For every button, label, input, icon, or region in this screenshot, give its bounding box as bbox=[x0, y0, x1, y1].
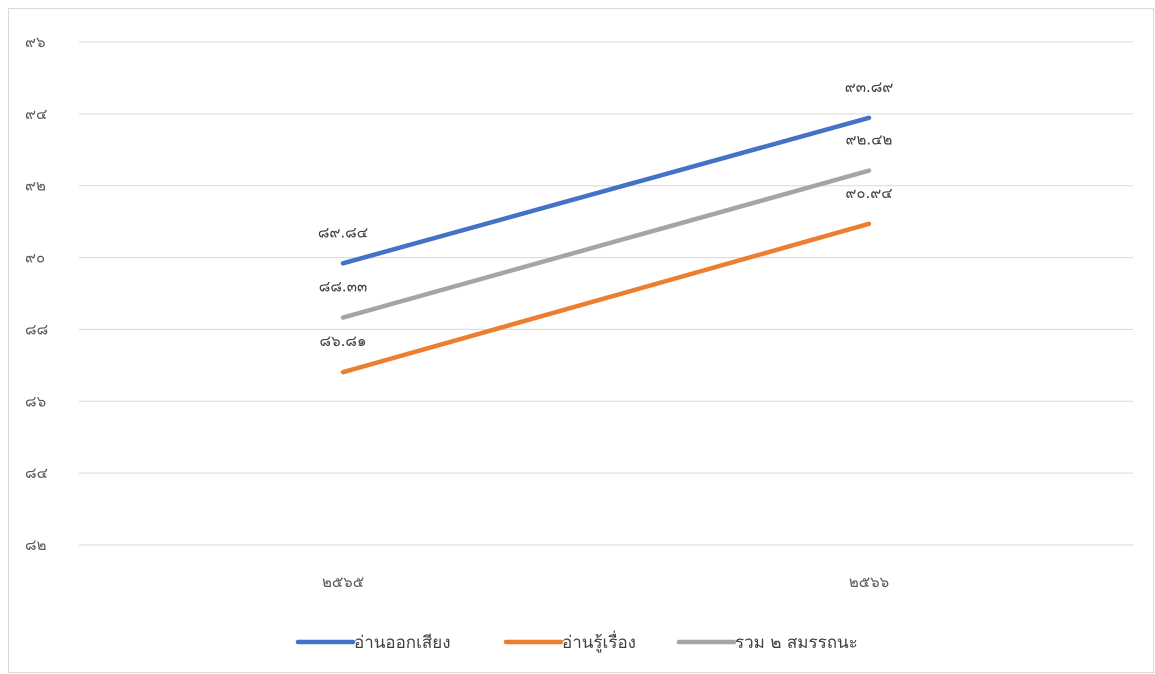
data-label: ๙๓.๘๙ bbox=[845, 78, 894, 96]
data-label: ๘๖.๘๑ bbox=[320, 332, 367, 350]
y-tick-label: ๙๖ bbox=[25, 33, 46, 51]
series-line bbox=[340, 115, 872, 266]
legend-label: อ่านออกเสียง bbox=[354, 633, 451, 653]
x-tick-label: ๒๕๖๖ bbox=[849, 573, 889, 591]
legend-label: รวม ๒ สมรรถนะ bbox=[735, 633, 858, 653]
y-tick-label: ๘๒ bbox=[25, 536, 46, 554]
series-line bbox=[340, 168, 872, 320]
x-tick-label: ๒๕๖๕ bbox=[322, 573, 364, 591]
y-tick-label: ๘๔ bbox=[25, 464, 48, 482]
data-label: ๙๐.๙๔ bbox=[845, 184, 892, 202]
y-tick-label: ๙๐ bbox=[25, 249, 45, 267]
series-line bbox=[340, 221, 872, 375]
data-label: ๘๘.๓๓ bbox=[319, 278, 367, 296]
data-label: ๘๙.๘๔ bbox=[318, 223, 368, 241]
y-tick-label: ๙๔ bbox=[25, 105, 47, 123]
y-tick-label: ๙๒ bbox=[25, 177, 46, 195]
y-tick-label: ๘๘ bbox=[25, 320, 48, 338]
legend-label: อ่านรู้เรื่อง bbox=[562, 630, 636, 653]
data-label: ๙๒.๔๒ bbox=[846, 131, 893, 149]
chart-area: ๘๒ ๘๔ ๘๖ ๘๘ ๙๐ ๙๒ ๙๔ ๙๖๒๕๖๕ ๒๕๖๖ ๘๙.๘๔ ๙๓.๘๙๘๖.๘๑ ๙… bbox=[8, 8, 1154, 673]
y-tick-label: ๘๖ bbox=[25, 392, 46, 410]
